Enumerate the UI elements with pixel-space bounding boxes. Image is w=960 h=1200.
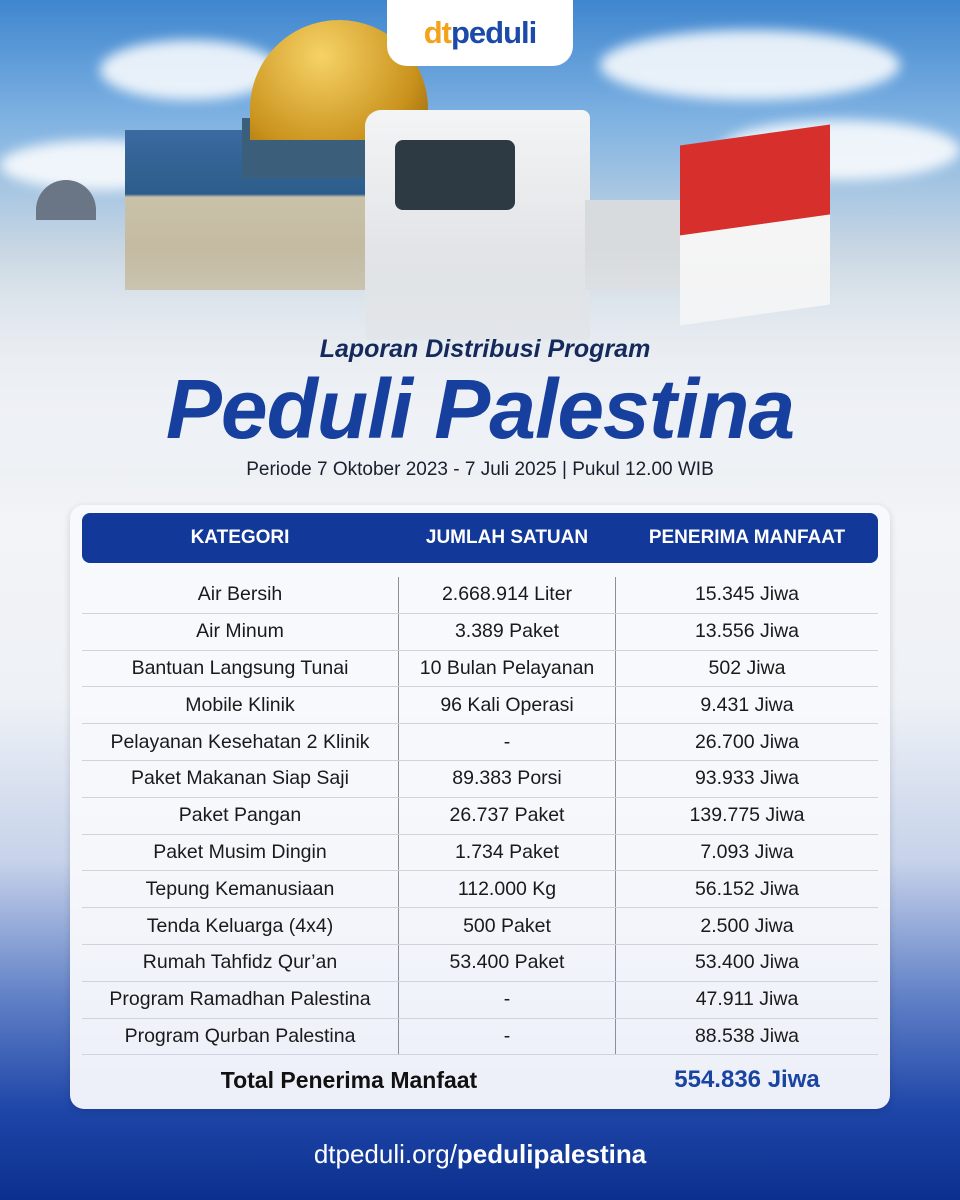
cell-kategori: Mobile Klinik <box>185 693 295 716</box>
cell-penerima-manfaat: 13.556 Jiwa <box>694 620 800 643</box>
cell-penerima-manfaat: 56.152 Jiwa <box>694 877 800 900</box>
header-kategori: KATEGORI <box>190 527 290 548</box>
cell-kategori: Air Bersih <box>197 583 283 606</box>
cell-kategori: Paket Makanan Siap Saji <box>131 767 349 790</box>
cell-jumlah-satuan: 500 Paket <box>398 908 616 944</box>
table-row: Paket Musim Dingin 1.734 Paket 7.093 Jiwa <box>82 834 878 872</box>
total-row: Total Penerima Manfaat 554.836 Jiwa <box>82 1065 878 1095</box>
table-row: Tepung Kemanusiaan 112.000 Kg 56.152 Jiwa <box>82 871 878 909</box>
cell-penerima-manfaat: 26.700 Jiwa <box>694 730 800 753</box>
distribution-table: KATEGORI JUMLAH SATUAN PENERIMA MANFAAT … <box>70 505 890 1109</box>
cell-jumlah-satuan: 53.400 Paket <box>398 944 616 981</box>
cell-jumlah-satuan: 2.668.914 Liter <box>398 577 616 613</box>
cell-penerima-manfaat: 7.093 Jiwa <box>700 840 794 863</box>
table-header: KATEGORI JUMLAH SATUAN PENERIMA MANFAAT <box>82 513 878 563</box>
cell-penerima-manfaat: 53.400 Jiwa <box>694 951 800 974</box>
table-row: Bantuan Langsung Tunai 10 Bulan Pelayanan… <box>82 650 878 688</box>
table-row: Air Bersih 2.668.914 Liter 15.345 Jiwa <box>82 577 878 614</box>
cell-kategori: Bantuan Langsung Tunai <box>131 656 349 679</box>
cell-penerima-manfaat: 2.500 Jiwa <box>700 914 794 937</box>
total-value: 554.836 Jiwa <box>674 1066 820 1093</box>
cell-kategori: Tepung Kemanusiaan <box>145 877 335 900</box>
cell-kategori: Pelayanan Kesehatan 2 Klinik <box>110 730 370 753</box>
cell-penerima-manfaat: 9.431 Jiwa <box>700 693 794 716</box>
table-row: Mobile Klinik 96 Kali Operasi 9.431 Jiwa <box>82 687 878 725</box>
main-title: Peduli Palestina <box>165 362 795 456</box>
cell-penerima-manfaat: 15.345 Jiwa <box>694 583 800 606</box>
table-body: Air Bersih 2.668.914 Liter 15.345 Jiwa Air … <box>82 577 878 1056</box>
cell-penerima-manfaat: 88.538 Jiwa <box>694 1024 800 1047</box>
table-row: Program Qurban Palestina - 88.538 Jiwa <box>82 1018 878 1056</box>
kicker-title: Laporan Distribusi Program <box>319 335 651 363</box>
cell-kategori: Program Qurban Palestina <box>124 1024 356 1047</box>
cell-kategori: Tenda Keluarga (4x4) <box>146 914 334 937</box>
header-jumlah-satuan: JUMLAH SATUAN <box>425 527 589 548</box>
table-row: Air Minum 3.389 Paket 13.556 Jiwa <box>82 613 878 651</box>
period-text: Periode 7 Oktober 2023 - 7 Juli 2025 | P… <box>246 459 714 480</box>
cell-penerima-manfaat: 47.911 Jiwa <box>695 988 799 1011</box>
cell-kategori: Paket Musim Dingin <box>153 840 327 863</box>
cell-jumlah-satuan: 89.383 Porsi <box>398 760 616 797</box>
cell-jumlah-satuan: - <box>398 981 616 1018</box>
table-row: Tenda Keluarga (4x4) 500 Paket 2.500 Jiwa <box>82 908 878 945</box>
dtpeduli-logo: dt peduli <box>387 0 573 66</box>
cell-penerima-manfaat: 502 Jiwa <box>708 656 786 679</box>
header-penerima-manfaat: PENERIMA MANFAAT <box>648 527 846 548</box>
footer-url[interactable]: dtpeduli.org/pedulipalestina <box>313 1139 647 1169</box>
cell-kategori: Air Minum <box>196 620 284 643</box>
cell-kategori: Paket Pangan <box>178 804 302 827</box>
cell-jumlah-satuan: 112.000 Kg <box>398 871 616 908</box>
total-label: Total Penerima Manfaat <box>220 1067 478 1093</box>
table-row: Paket Makanan Siap Saji 89.383 Porsi 93.93… <box>82 760 878 798</box>
cell-jumlah-satuan: 3.389 Paket <box>398 613 616 650</box>
cell-penerima-manfaat: 139.775 Jiwa <box>689 804 805 827</box>
table-row: Pelayanan Kesehatan 2 Klinik - 26.700 Jiwa <box>82 724 878 761</box>
table-row: Program Ramadhan Palestina - 47.911 Jiwa <box>82 981 878 1019</box>
cell-kategori: Program Ramadhan Palestina <box>109 988 371 1011</box>
cell-jumlah-satuan: 96 Kali Operasi <box>398 687 616 724</box>
cell-jumlah-satuan: 26.737 Paket <box>398 797 616 834</box>
cell-penerima-manfaat: 93.933 Jiwa <box>694 767 800 790</box>
cell-jumlah-satuan: - <box>398 724 616 760</box>
cell-jumlah-satuan: 10 Bulan Pelayanan <box>398 650 616 687</box>
cell-jumlah-satuan: - <box>398 1018 616 1055</box>
hero-photo <box>0 0 960 470</box>
table-row: Rumah Tahfidz Qur’an 53.400 Paket 53.400 J… <box>82 944 878 982</box>
cell-jumlah-satuan: 1.734 Paket <box>398 834 616 871</box>
cell-kategori: Rumah Tahfidz Qur’an <box>142 951 338 974</box>
table-row: Paket Pangan 26.737 Paket 139.775 Jiwa <box>82 797 878 835</box>
